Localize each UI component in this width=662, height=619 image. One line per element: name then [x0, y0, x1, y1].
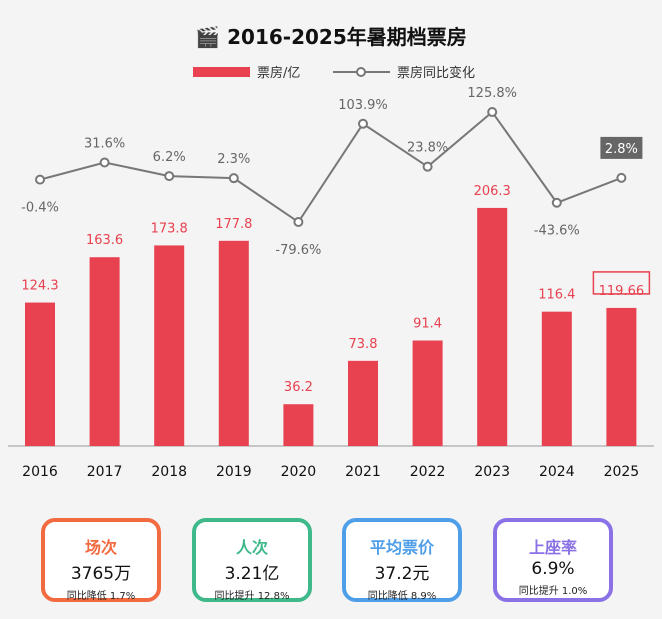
x-tick-2025: 2025 — [604, 464, 640, 480]
x-tick-2016: 2016 — [22, 464, 58, 480]
yoy-point-2023 — [487, 107, 498, 118]
yoy-point-2016 — [35, 174, 45, 185]
yoy-label-2019: 2.3% — [217, 152, 250, 167]
stat-card: 上座率 6.9% 同比提升 1.0% — [493, 518, 613, 602]
bar-label-2019: 177.8 — [215, 217, 252, 232]
bar-label-highlight-box — [592, 271, 651, 295]
yoy-label-2016: -0.4% — [21, 201, 59, 216]
bar-label-2018: 173.8 — [151, 221, 188, 236]
legend-line-marker — [356, 67, 366, 77]
yoy-point-2025 — [616, 172, 627, 183]
bar-label-2022: 91.4 — [413, 317, 442, 332]
stat-value: 6.9% — [531, 559, 575, 579]
bar-label-2017: 163.6 — [86, 233, 123, 248]
bar-2021 — [348, 360, 378, 446]
stat-value: 3765万 — [70, 564, 132, 584]
stat-note: 同比提升 12.8% — [214, 591, 290, 602]
stat-value: 37.2元 — [374, 564, 430, 584]
yoy-label-2022: 23.8% — [407, 141, 448, 156]
yoy-label-2024: -43.6% — [534, 224, 580, 239]
legend-bar-label: 票房/亿 — [257, 65, 300, 81]
stat-title: 人次 — [235, 538, 268, 557]
yoy-point-2022 — [422, 161, 433, 172]
bar-2019 — [218, 240, 249, 446]
yoy-point-2020 — [293, 217, 304, 228]
bar-2022 — [412, 340, 443, 446]
bar-label-2020: 36.2 — [284, 380, 313, 395]
yoy-point-2018 — [164, 171, 175, 182]
x-tick-2020: 2020 — [281, 464, 317, 480]
x-tick-2017: 2017 — [87, 464, 123, 480]
stat-title: 场次 — [84, 538, 117, 557]
yoy-label-2020: -79.6% — [275, 243, 321, 258]
stat-note: 同比降低 8.9% — [367, 591, 437, 602]
yoy-point-2019 — [228, 173, 239, 184]
bar-2025 — [606, 307, 637, 446]
bar-label-2023: 206.3 — [474, 184, 511, 199]
stat-title: 上座率 — [528, 538, 577, 557]
yoy-point-2017 — [99, 157, 110, 168]
bar-label-2021: 73.8 — [349, 337, 378, 352]
yoy-point-2024 — [551, 197, 562, 208]
bar-2018 — [154, 245, 185, 446]
yoy-point-2021 — [358, 118, 368, 129]
bar-2017 — [89, 257, 120, 446]
stat-card: 平均票价 37.2元同比降低 8.9% — [342, 518, 462, 602]
bar-2023 — [477, 207, 508, 446]
x-tick-2019: 2019 — [216, 464, 252, 480]
yoy-label-2018: 6.2% — [153, 150, 186, 165]
x-tick-2023: 2023 — [474, 464, 510, 480]
x-tick-2021: 2021 — [345, 464, 381, 480]
x-tick-2022: 2022 — [410, 464, 446, 480]
bar-2024 — [541, 311, 572, 446]
bar-2016 — [25, 302, 55, 446]
stat-title: 平均票价 — [369, 538, 434, 557]
yoy-line — [39, 110, 622, 224]
stat-value: 3.21亿 — [224, 564, 280, 584]
yoy-label-2021: 103.9% — [338, 98, 388, 113]
bar-2020 — [283, 404, 314, 446]
yoy-label-2025: 2.8% — [605, 142, 638, 157]
legend-line-label: 票房同比变化 — [397, 65, 475, 81]
stat-card: 人次 3.21亿同比提升 12.8% — [192, 518, 312, 602]
bar-label-2025: 119.66 — [599, 284, 645, 299]
yoy-label-2017: 31.6% — [84, 136, 125, 151]
bar-label-2016: 124.3 — [21, 279, 58, 294]
yoy-label-highlight-box — [600, 136, 643, 159]
chart-title: 🎬 2016-2025年暑期档票房 — [195, 25, 467, 49]
stat-note: 同比降低 1.7% — [66, 591, 136, 602]
yoy-label-2023: 125.8% — [467, 86, 517, 101]
stat-card: 场次 3765万同比降低 1.7% — [41, 518, 161, 602]
stat-note: 同比提升 1.0% — [518, 586, 588, 597]
bar-label-2024: 116.4 — [538, 288, 575, 303]
x-tick-2018: 2018 — [151, 464, 187, 480]
legend-bar-swatch — [193, 67, 250, 77]
x-tick-2024: 2024 — [539, 464, 575, 480]
